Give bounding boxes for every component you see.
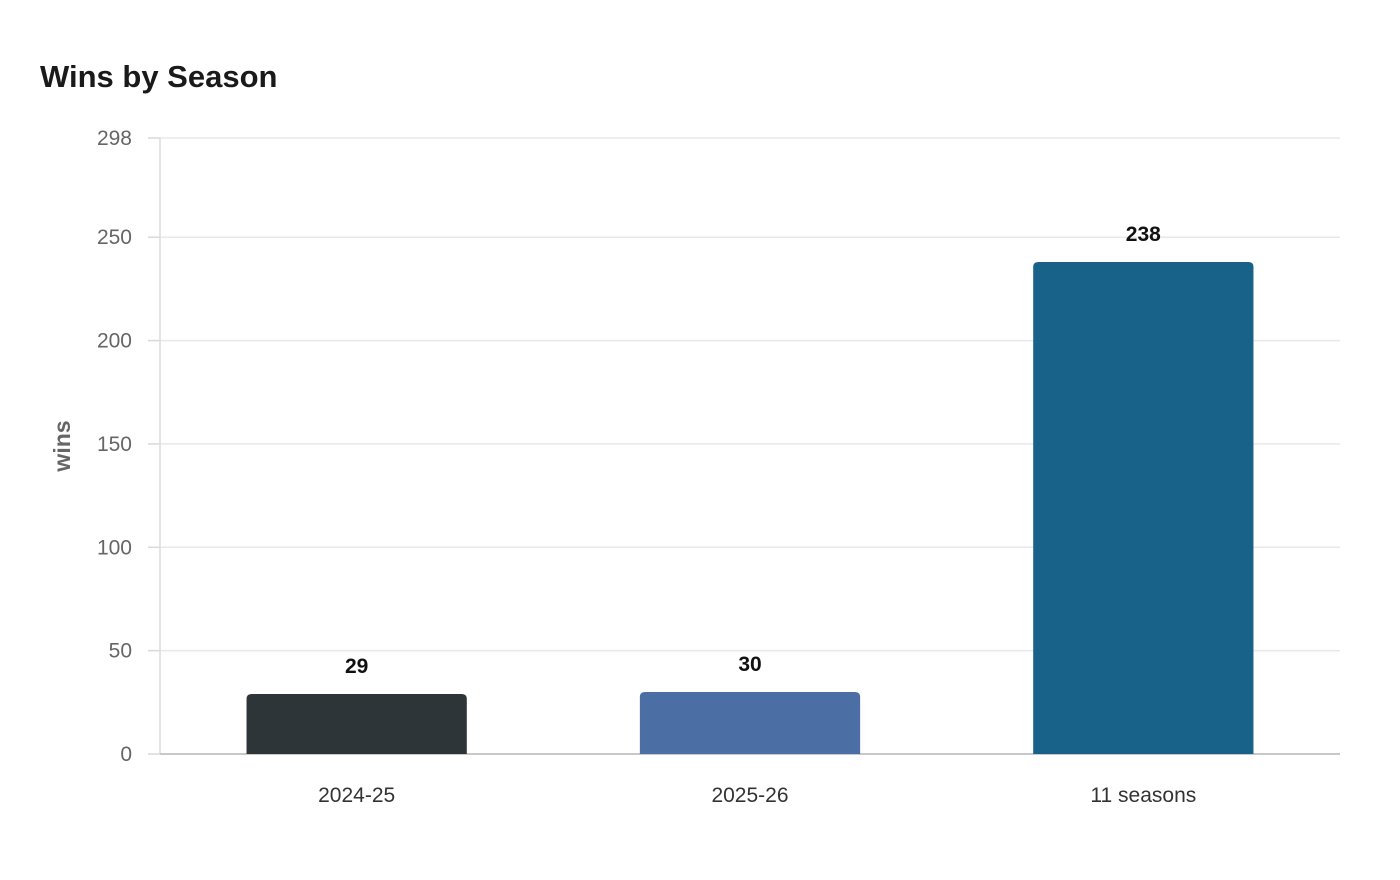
- bar-11-seasons: [1033, 262, 1254, 754]
- bars: [246, 262, 1254, 754]
- bar-2025-26: [639, 691, 861, 754]
- value-labels: 29 30 238: [345, 223, 1161, 678]
- bar-2024-25: [246, 694, 467, 754]
- x-tick-label: 2024-25: [318, 784, 395, 807]
- value-label: 30: [738, 653, 761, 676]
- y-tick-label: 0: [120, 743, 132, 766]
- y-tick-label: 298: [97, 127, 132, 150]
- y-tick-label: 250: [97, 226, 132, 249]
- y-tick-label: 200: [97, 330, 132, 353]
- y-axis-label: wins: [49, 420, 75, 472]
- gridlines: [160, 137, 1340, 652]
- y-tick-label: 150: [97, 433, 132, 456]
- x-tick-labels: 2024-25 2025-26 11 seasons: [318, 784, 1196, 807]
- chart-title: Wins by Season: [40, 59, 278, 94]
- x-tick-label: 11 seasons: [1090, 784, 1196, 807]
- x-tick-label: 2025-26: [711, 784, 788, 807]
- y-tick-labels: 0 50 100 150 200 250 298: [97, 127, 132, 766]
- y-tick-label: 100: [97, 536, 132, 559]
- value-label: 238: [1126, 223, 1161, 246]
- value-label: 29: [345, 655, 368, 678]
- y-tick-label: 50: [109, 640, 132, 663]
